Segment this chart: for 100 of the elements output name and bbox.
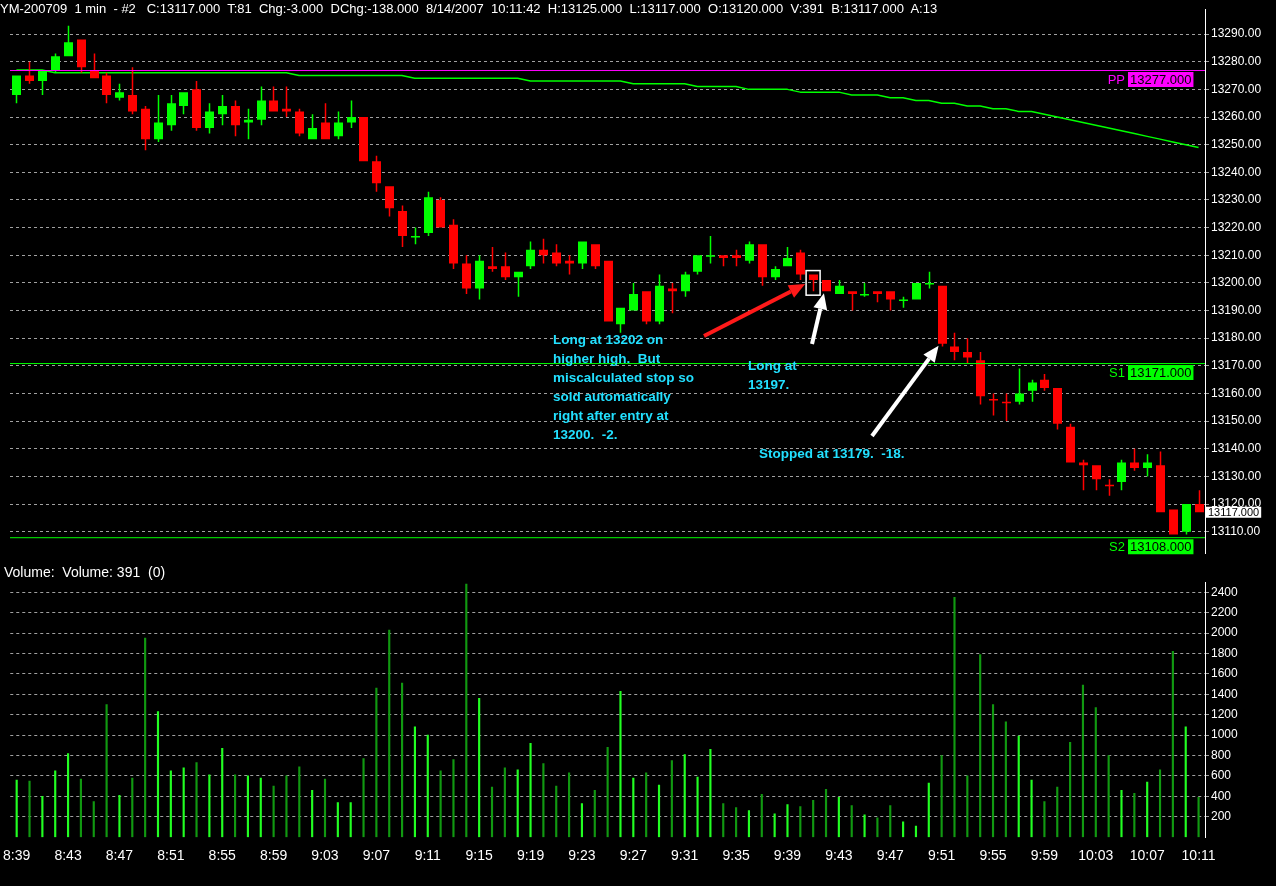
- candlestick: [295, 108, 304, 137]
- bar: [131, 777, 134, 838]
- y-tick-label: 13240.00: [1211, 164, 1262, 179]
- bar: [812, 800, 815, 838]
- annotation: Stopped at 13179. -18.: [759, 445, 906, 463]
- candlestick: [938, 285, 947, 347]
- candlestick: [693, 255, 702, 275]
- bar: [760, 794, 763, 838]
- candlestick: [1066, 423, 1075, 463]
- candlestick: [604, 260, 613, 322]
- bar: [863, 814, 866, 838]
- candlestick: [154, 94, 163, 142]
- y-tick-label: 2000: [1211, 625, 1239, 640]
- x-tick-label: 9:47: [876, 847, 905, 864]
- y-tick-label: 13130.00: [1211, 468, 1262, 483]
- candlestick: [436, 197, 445, 228]
- candlestick: [912, 282, 921, 300]
- y-tick-label: 400: [1211, 788, 1232, 803]
- y-tick-label: 1600: [1211, 666, 1239, 681]
- candlestick: [167, 94, 176, 131]
- x-tick-label: 9:03: [311, 847, 339, 864]
- y-tick-label: 13190.00: [1211, 302, 1262, 317]
- candlestick: [347, 100, 356, 129]
- candlestick: [578, 241, 587, 270]
- chart-subtitle: C:13117.000 T:81 Chg:-3.000 DChg:-138.000 8/14/2007 10:11:42 H:13125.000 L:13117.000 O:13120.000 V:391 B:13117.000 A:13: [145, 1, 938, 16]
- bar: [696, 776, 699, 838]
- candlestick: [141, 105, 150, 151]
- x-tick-label: 8:51: [157, 847, 185, 864]
- candlestick: [1053, 387, 1062, 430]
- x-tick-label: 9:55: [979, 847, 1007, 864]
- bar: [773, 813, 776, 838]
- bar: [876, 817, 879, 838]
- x-tick-label: 9:59: [1030, 847, 1059, 864]
- bar: [1017, 735, 1020, 838]
- bar: [722, 803, 725, 838]
- y-tick-label: 13150.00: [1211, 413, 1262, 428]
- bar: [1043, 801, 1046, 838]
- bar: [452, 759, 455, 838]
- annotation: 13171.000: [1130, 364, 1192, 380]
- bar: [41, 796, 44, 838]
- x-tick-label: 8:43: [54, 847, 82, 864]
- candlestick: [115, 83, 124, 101]
- candlestick: [359, 117, 368, 162]
- x-tick-label: 9:31: [671, 847, 699, 864]
- candlestick: [963, 338, 972, 364]
- bar: [927, 782, 930, 838]
- candlestick: [231, 100, 240, 137]
- candlestick: [77, 39, 86, 73]
- bar: [490, 786, 494, 838]
- bar: [465, 583, 468, 838]
- bar: [156, 711, 160, 838]
- candlestick: [629, 282, 638, 311]
- ref-line-label: PP: [1107, 71, 1125, 87]
- candlestick: [501, 252, 510, 281]
- bar: [285, 775, 288, 838]
- bar: [349, 802, 352, 838]
- bar: [1030, 779, 1033, 838]
- bar: [478, 698, 481, 838]
- bar: [1146, 781, 1149, 838]
- bar: [298, 766, 301, 838]
- bar: [66, 753, 70, 838]
- annotation: 13108.000: [1130, 538, 1192, 554]
- y-tick-label: 2400: [1211, 584, 1239, 599]
- y-tick-label: 2200: [1211, 604, 1239, 619]
- candlestick: [783, 246, 792, 267]
- candlestick: [1117, 459, 1126, 491]
- candlestick: [1015, 368, 1024, 405]
- bar: [799, 806, 802, 838]
- bar: [439, 770, 442, 838]
- bar: [233, 774, 237, 838]
- candlestick: [976, 351, 985, 405]
- y-tick-label: 1800: [1211, 645, 1239, 660]
- bar: [953, 596, 956, 838]
- bar: [311, 789, 314, 838]
- y-tick-label: 13140.00: [1211, 441, 1262, 456]
- candlestick: [205, 103, 214, 134]
- bar: [568, 772, 571, 838]
- candlestick: [1195, 490, 1204, 513]
- bar: [542, 763, 545, 838]
- y-tick-label: 13110.00: [1211, 524, 1261, 538]
- candlestick: [424, 191, 433, 236]
- bar: [606, 747, 609, 838]
- candlestick: [950, 332, 959, 361]
- bar: [426, 734, 429, 838]
- candlestick: [873, 291, 882, 303]
- y-tick-label: 13290.00: [1211, 26, 1262, 41]
- y-tick-label: 13160.00: [1211, 385, 1262, 400]
- candlestick: [257, 86, 266, 126]
- y-tick-label: 13220.00: [1211, 219, 1262, 234]
- candlestick: [64, 25, 73, 57]
- candlestick: [269, 86, 278, 112]
- bar: [940, 755, 943, 838]
- y-tick-label: 13200.00: [1211, 275, 1262, 290]
- bar: [79, 778, 82, 838]
- bar: [1004, 721, 1007, 838]
- bar: [555, 785, 558, 838]
- y-tick-label: 13250.00: [1211, 136, 1262, 151]
- candlestick: [372, 155, 381, 192]
- x-tick-label: 9:35: [722, 847, 750, 864]
- bar: [593, 789, 596, 838]
